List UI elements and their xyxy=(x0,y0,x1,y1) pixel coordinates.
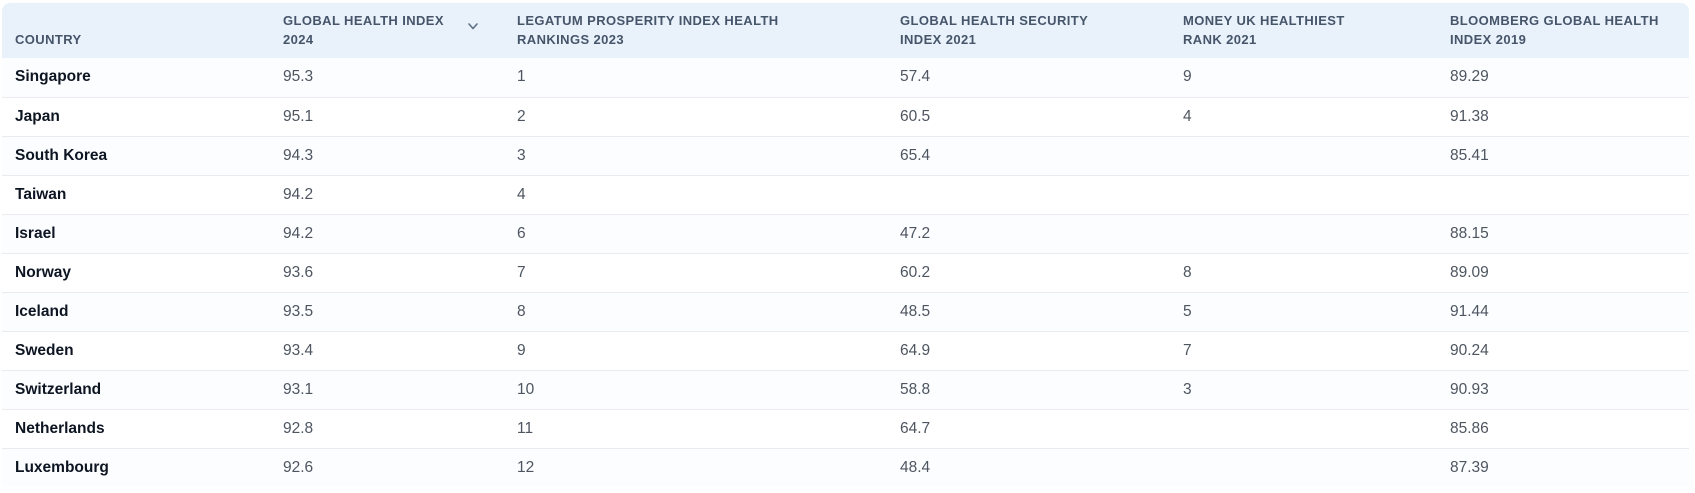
health-index-table: COUNTRY GLOBAL HEALTH INDEX 2024 LEGATUM… xyxy=(2,3,1689,487)
ghs-2021-cell: 58.8 xyxy=(900,380,931,398)
table-row: Netherlands 92.8 11 64.7 85.86 xyxy=(2,409,1689,448)
table-row: Israel 94.2 6 47.2 88.15 xyxy=(2,214,1689,253)
table-row: Luxembourg 92.6 12 48.4 87.39 xyxy=(2,448,1689,487)
money-uk-2021-cell: 9 xyxy=(1183,68,1192,86)
country-cell: Iceland xyxy=(15,302,69,320)
ghs-2021-cell: 60.2 xyxy=(900,263,931,281)
ghs-2021-cell: 64.7 xyxy=(900,419,931,437)
health-index-table-container: COUNTRY GLOBAL HEALTH INDEX 2024 LEGATUM… xyxy=(2,3,1689,487)
bloomberg-2019-cell: 90.93 xyxy=(1450,380,1489,398)
column-header-label: GLOBAL HEALTH INDEX 2024 xyxy=(283,13,444,47)
country-cell: Norway xyxy=(15,263,71,281)
money-uk-2021-cell xyxy=(1183,175,1450,214)
country-cell: Israel xyxy=(15,224,56,242)
ghs-2021-cell: 48.4 xyxy=(900,458,931,476)
table-body: Singapore 95.3 1 57.4 9 89.29 Japan 95.1… xyxy=(2,58,1689,487)
legatum-2023-cell: 3 xyxy=(517,146,526,164)
money-uk-2021-cell xyxy=(1183,136,1450,175)
ghi-2024-cell: 94.3 xyxy=(283,146,314,164)
country-cell: Japan xyxy=(15,107,60,125)
table-row: Switzerland 93.1 10 58.8 3 90.93 xyxy=(2,370,1689,409)
legatum-2023-cell: 9 xyxy=(517,341,526,359)
ghi-2024-cell: 93.1 xyxy=(283,380,314,398)
table-row: Taiwan 94.2 4 xyxy=(2,175,1689,214)
ghi-2024-cell: 93.5 xyxy=(283,302,314,320)
column-header-global-health-index-2024[interactable]: GLOBAL HEALTH INDEX 2024 xyxy=(283,3,517,58)
table-row: South Korea 94.3 3 65.4 85.41 xyxy=(2,136,1689,175)
ghs-2021-cell: 60.5 xyxy=(900,107,931,125)
bloomberg-2019-cell: 85.86 xyxy=(1450,419,1489,437)
legatum-2023-cell: 2 xyxy=(517,107,526,125)
legatum-2023-cell: 10 xyxy=(517,380,535,398)
bloomberg-2019-cell: 90.24 xyxy=(1450,341,1489,359)
ghs-2021-cell xyxy=(900,175,1183,214)
column-header-label: LEGATUM PROSPERITY INDEX HEALTH RANKINGS… xyxy=(517,13,779,47)
ghi-2024-cell: 93.4 xyxy=(283,341,314,359)
header-row: COUNTRY GLOBAL HEALTH INDEX 2024 LEGATUM… xyxy=(2,3,1689,58)
ghs-2021-cell: 65.4 xyxy=(900,146,931,164)
ghi-2024-cell: 93.6 xyxy=(283,263,314,281)
column-header-bloomberg-2019[interactable]: BLOOMBERG GLOBAL HEALTH INDEX 2019 xyxy=(1450,3,1689,58)
ghs-2021-cell: 48.5 xyxy=(900,302,931,320)
ghi-2024-cell: 95.3 xyxy=(283,68,314,86)
legatum-2023-cell: 11 xyxy=(517,419,534,437)
ghi-2024-cell: 92.6 xyxy=(283,458,314,476)
money-uk-2021-cell: 5 xyxy=(1183,302,1192,320)
ghs-2021-cell: 47.2 xyxy=(900,224,931,242)
column-header-global-health-security-2021[interactable]: GLOBAL HEALTH SECURITY INDEX 2021 xyxy=(900,3,1183,58)
table-row: Japan 95.1 2 60.5 4 91.38 xyxy=(2,97,1689,136)
money-uk-2021-cell: 3 xyxy=(1183,380,1192,398)
chevron-down-icon[interactable] xyxy=(466,19,480,33)
column-header-legatum-prosperity-2023[interactable]: LEGATUM PROSPERITY INDEX HEALTH RANKINGS… xyxy=(517,3,900,58)
country-cell: Switzerland xyxy=(15,380,102,398)
bloomberg-2019-cell: 89.29 xyxy=(1450,68,1489,86)
column-header-label: COUNTRY xyxy=(15,32,82,47)
bloomberg-2019-cell: 87.39 xyxy=(1450,458,1489,476)
money-uk-2021-cell xyxy=(1183,214,1450,253)
money-uk-2021-cell xyxy=(1183,409,1450,448)
table-row: Sweden 93.4 9 64.9 7 90.24 xyxy=(2,331,1689,370)
bloomberg-2019-cell: 91.44 xyxy=(1450,302,1489,320)
column-header-label: GLOBAL HEALTH SECURITY INDEX 2021 xyxy=(900,13,1088,47)
table-row: Norway 93.6 7 60.2 8 89.09 xyxy=(2,253,1689,292)
legatum-2023-cell: 7 xyxy=(517,263,526,281)
bloomberg-2019-cell: 91.38 xyxy=(1450,107,1489,125)
legatum-2023-cell: 8 xyxy=(517,302,526,320)
money-uk-2021-cell xyxy=(1183,448,1450,487)
table-row: Iceland 93.5 8 48.5 5 91.44 xyxy=(2,292,1689,331)
legatum-2023-cell: 12 xyxy=(517,458,535,476)
country-cell: Luxembourg xyxy=(15,458,109,476)
money-uk-2021-cell: 7 xyxy=(1183,341,1192,359)
table-header: COUNTRY GLOBAL HEALTH INDEX 2024 LEGATUM… xyxy=(2,3,1689,58)
country-cell: Sweden xyxy=(15,341,74,359)
column-header-money-uk-2021[interactable]: MONEY UK HEALTHIEST RANK 2021 xyxy=(1183,3,1450,58)
bloomberg-2019-cell: 85.41 xyxy=(1450,146,1489,164)
ghi-2024-cell: 92.8 xyxy=(283,419,314,437)
column-header-label: BLOOMBERG GLOBAL HEALTH INDEX 2019 xyxy=(1450,13,1659,47)
legatum-2023-cell: 6 xyxy=(517,224,526,242)
legatum-2023-cell: 4 xyxy=(517,185,526,203)
bloomberg-2019-cell: 89.09 xyxy=(1450,263,1489,281)
ghs-2021-cell: 57.4 xyxy=(900,68,931,86)
country-cell: South Korea xyxy=(15,146,108,164)
column-header-label: MONEY UK HEALTHIEST RANK 2021 xyxy=(1183,13,1345,47)
ghi-2024-cell: 95.1 xyxy=(283,107,314,125)
legatum-2023-cell: 1 xyxy=(517,68,526,86)
bloomberg-2019-cell xyxy=(1450,175,1689,214)
column-header-country[interactable]: COUNTRY xyxy=(2,3,283,58)
ghi-2024-cell: 94.2 xyxy=(283,224,314,242)
ghi-2024-cell: 94.2 xyxy=(283,185,314,203)
table-row: Singapore 95.3 1 57.4 9 89.29 xyxy=(2,58,1689,97)
country-cell: Singapore xyxy=(15,68,91,86)
money-uk-2021-cell: 4 xyxy=(1183,107,1192,125)
country-cell: Netherlands xyxy=(15,419,105,437)
ghs-2021-cell: 64.9 xyxy=(900,341,931,359)
money-uk-2021-cell: 8 xyxy=(1183,263,1192,281)
bloomberg-2019-cell: 88.15 xyxy=(1450,224,1489,242)
country-cell: Taiwan xyxy=(15,185,67,203)
